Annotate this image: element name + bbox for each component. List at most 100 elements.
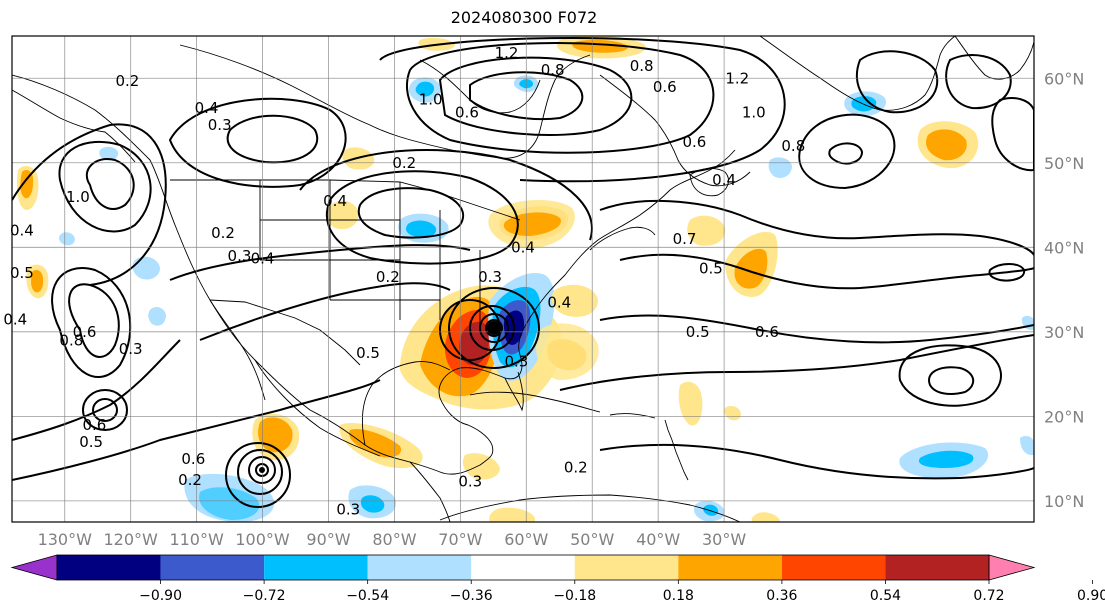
shade-cyan-north	[415, 81, 435, 97]
shade-cyan-ea	[918, 450, 974, 468]
contour-label: 1.0	[419, 91, 443, 109]
colorbar-tick-label: 0.54	[870, 588, 901, 604]
contour-ep-2	[237, 449, 284, 495]
colorbar-tick-label: −0.72	[243, 588, 286, 604]
states-1	[259, 180, 481, 330]
contour-label: 0.5	[686, 323, 710, 341]
colorbar-extend-high	[988, 554, 1036, 581]
colorbar-tick-label: 0.90	[1077, 588, 1105, 604]
contour-label: 0.4	[251, 250, 275, 268]
contour-n-2	[438, 56, 633, 136]
latitude-label: 50°N	[1044, 154, 1084, 173]
contour-label: 0.7	[673, 230, 697, 248]
contour-label: 0.2	[115, 72, 139, 90]
border-us-canada	[170, 179, 521, 221]
shade-lightblue-ea2	[1020, 436, 1034, 456]
contour-storm-5	[448, 287, 541, 369]
colorbar	[10, 554, 1036, 581]
contour-label: 0.4	[712, 171, 736, 189]
contour-label: 0.6	[73, 323, 97, 341]
colorbar-segment	[678, 555, 782, 580]
contour-label: 0.2	[178, 471, 202, 489]
shade-orange-pac	[20, 170, 34, 199]
contour-storm-4	[485, 319, 504, 337]
contour-ep-3	[248, 456, 277, 484]
colorbar-segment	[471, 555, 575, 580]
coast-labrador	[599, 74, 751, 187]
longitude-label: 90°W	[306, 530, 350, 549]
colorbar-segment	[367, 555, 472, 580]
contour-ea-5	[991, 97, 1034, 172]
contour-label: 1.2	[725, 69, 749, 87]
contour-label: 0.3	[504, 353, 528, 371]
colorbar-tick-label: −0.36	[450, 588, 493, 604]
shade-cyan-ep	[199, 487, 260, 520]
coast-baja	[209, 299, 266, 401]
colorbar-tick-label: 0.18	[663, 588, 694, 604]
contour-atl-4	[559, 334, 1034, 391]
latitude-label: 60°N	[1044, 69, 1084, 88]
shade-lightblue-pac2	[148, 307, 166, 326]
contour-label: 0.8	[781, 137, 805, 155]
longitude-label: 100°W	[235, 530, 290, 549]
contour-n-3	[405, 42, 715, 154]
colorbar-segment	[160, 555, 265, 580]
shade-yellow-east	[536, 323, 599, 380]
colorbar-segment	[885, 555, 989, 580]
contour-w-2	[168, 97, 347, 188]
contour-label: 0.6	[653, 78, 677, 96]
contour-label: 0.5	[356, 344, 380, 362]
contour-ea-3	[855, 50, 939, 114]
coast-mexico-pac	[254, 359, 381, 457]
contour-atl-1	[599, 199, 1034, 256]
contour-label: 0.2	[564, 458, 588, 476]
coast-sa	[439, 494, 741, 522]
shade-orange-ca	[349, 428, 402, 458]
shade-orange-pac2	[31, 270, 44, 293]
contour-label: 0.2	[376, 268, 400, 286]
contour-ea-2	[798, 113, 896, 190]
shade-yellow-carib2	[724, 406, 741, 421]
contour-pac-5	[85, 158, 135, 210]
colorbar-frame	[56, 554, 990, 581]
latitude-label: 30°N	[1044, 323, 1084, 342]
contour-label: 0.4	[511, 239, 535, 257]
contour-label: 0.3	[458, 473, 482, 491]
shade-yellow-carib	[678, 381, 703, 426]
contour-c-4	[12, 339, 181, 441]
contour-c-3	[12, 379, 381, 481]
contour-label: 0.4	[323, 192, 347, 210]
contour-label: 0.6	[82, 416, 106, 434]
contour-label: 0.6	[755, 323, 779, 341]
storm-center-marker-2	[259, 467, 265, 473]
contour-label: 0.5	[699, 260, 723, 278]
map-title: 2024080300 F072	[450, 8, 598, 27]
graticule	[12, 36, 1034, 522]
border-us-mexico	[209, 299, 361, 366]
contour-pac-3	[68, 283, 120, 358]
coast-greenland	[759, 36, 956, 111]
colorbar-segment	[264, 555, 368, 580]
coast-gulf	[361, 361, 451, 446]
contour-n-4	[379, 36, 786, 183]
longitude-label: 30°W	[702, 530, 746, 549]
contour-pac-4	[51, 267, 132, 378]
coast-hispaniola	[609, 413, 656, 419]
contour-ea-1	[828, 142, 864, 165]
colorbar-extend-low	[10, 554, 58, 581]
shaded-field	[16, 36, 1034, 522]
longitude-labels: 130°W 120°W 110°W 100°W 90°W 80°W 70°W 60°W 50°W…	[38, 530, 747, 549]
longitude-label: 120°W	[104, 530, 159, 549]
contour-label: 0.2	[392, 154, 416, 172]
shade-cyan-ne	[406, 220, 437, 238]
latitude-label: 10°N	[1044, 492, 1084, 511]
shade-lightblue-pac	[132, 256, 160, 280]
latitude-label: 20°N	[1044, 407, 1084, 426]
coast-canada-north	[179, 44, 591, 159]
shade-yellow-lakes	[325, 200, 359, 230]
contour-label: 0.8	[59, 332, 83, 350]
contour-w-1	[226, 114, 318, 164]
contour-ep-4	[255, 463, 270, 477]
shade-lightblue-pac3	[59, 232, 75, 246]
